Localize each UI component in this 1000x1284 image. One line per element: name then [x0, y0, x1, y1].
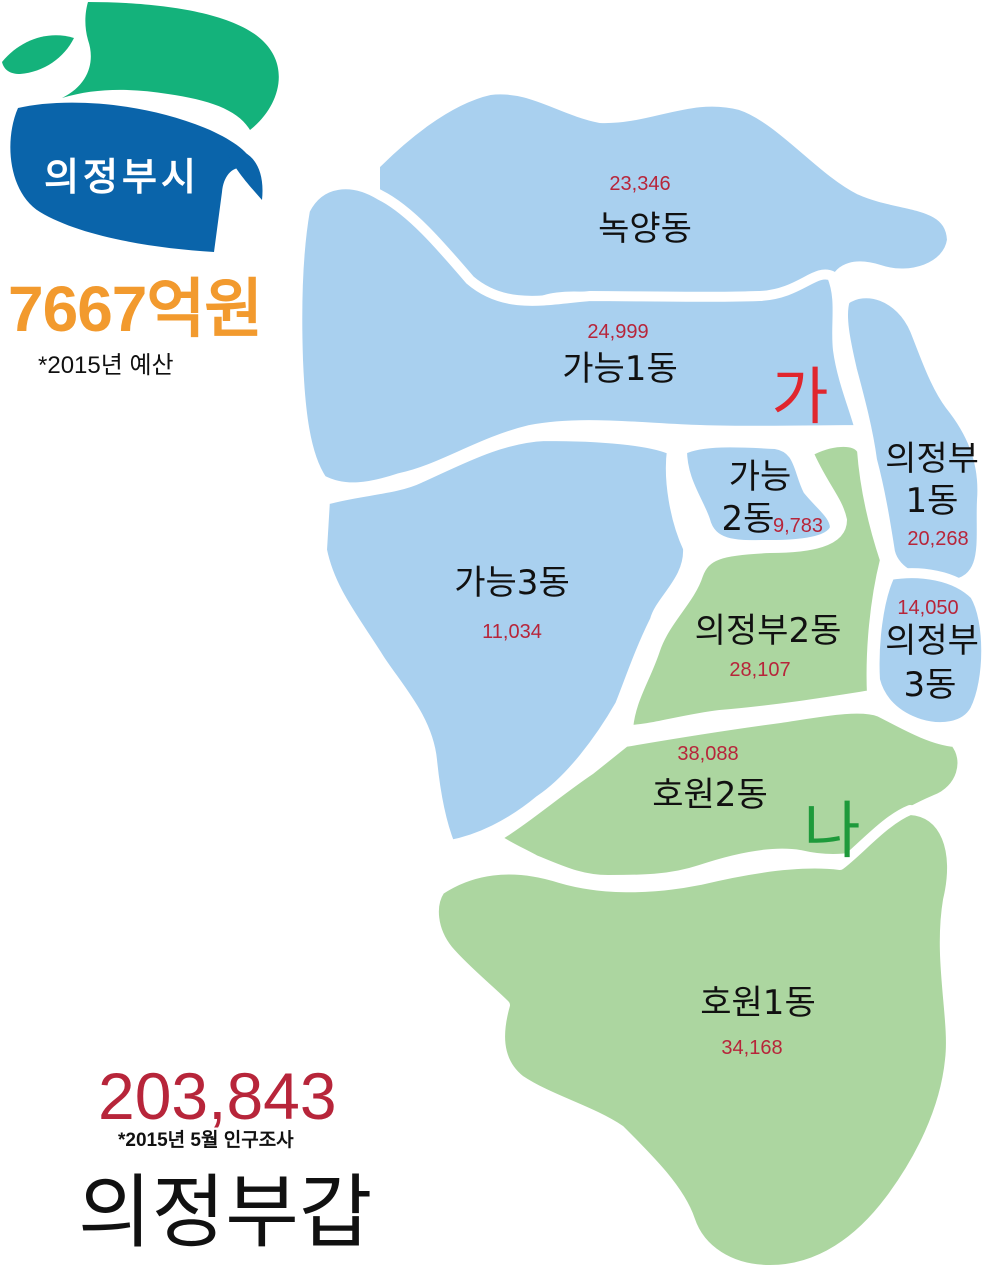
budget-amount: 7667억원: [8, 273, 263, 345]
logo-blue-leaf: [226, 149, 263, 200]
region-uijeongbu3[interactable]: [869, 568, 992, 733]
district-name: 의정부갑: [78, 1166, 373, 1259]
population-note: *2015년 5월 인구조사: [118, 1130, 294, 1151]
region-hoewon1[interactable]: [428, 805, 958, 1275]
region-ganeung1[interactable]: [292, 179, 865, 493]
region-uijeongbu2[interactable]: [623, 436, 890, 735]
region-ganeung3[interactable]: [317, 431, 694, 850]
budget-note: *2015년 예산: [38, 352, 174, 379]
population-total: 203,843: [98, 1059, 337, 1133]
logo-green-leaf: [2, 35, 74, 74]
logo-blue-body: [10, 102, 256, 253]
logo-green-wave: [62, 2, 279, 130]
logo-text: 의정부시: [44, 155, 200, 199]
uijeongbu-city-logo: 의정부시: [2, 2, 279, 253]
